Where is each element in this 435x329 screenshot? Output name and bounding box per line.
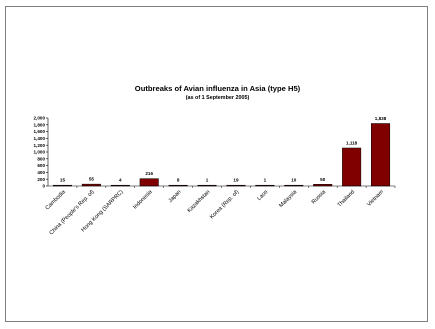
data-label: 1 xyxy=(264,178,267,183)
data-label: 15 xyxy=(60,178,66,183)
data-label: 4 xyxy=(119,178,122,183)
data-label: 19 xyxy=(233,178,239,183)
data-label: 216 xyxy=(145,171,153,176)
y-tick-label: 1,600 xyxy=(34,129,46,134)
bar-thailand xyxy=(342,147,362,187)
chart-subtitle: (as of 1 September 2005) xyxy=(185,95,250,101)
x-tick-label: Vietnam xyxy=(366,189,385,208)
data-label: 1,838 xyxy=(375,116,387,121)
data-label: 10 xyxy=(291,178,297,183)
y-tick-label: 800 xyxy=(37,156,45,161)
y-tick-label: 600 xyxy=(37,163,45,168)
chart-title: Outbreaks of Avian influenza in Asia (ty… xyxy=(134,84,301,93)
data-label: 8 xyxy=(177,178,180,183)
x-tick-label: Laos xyxy=(256,189,269,202)
y-tick-label: 2,000 xyxy=(34,116,46,121)
y-tick-label: 1,200 xyxy=(34,143,46,148)
data-label: 50 xyxy=(320,177,326,182)
y-tick-label: 1,400 xyxy=(34,136,46,141)
x-tick-label: Indonesia xyxy=(132,189,154,211)
data-label: 55 xyxy=(89,177,95,182)
y-tick-label: 0 xyxy=(42,184,45,189)
x-tick-label: Thailand xyxy=(337,189,356,208)
data-label: 1 xyxy=(206,178,209,183)
x-tick-label: Malaysia xyxy=(278,189,298,209)
y-tick-label: 1,000 xyxy=(34,150,46,155)
y-tick-label: 1,800 xyxy=(34,122,46,127)
x-tick-label: Korea (Rep. of) xyxy=(209,189,240,220)
y-tick-label: 400 xyxy=(37,170,45,175)
bar-vietnam xyxy=(371,123,391,187)
x-tick-label: Japan xyxy=(168,189,183,204)
y-tick-label: 200 xyxy=(37,177,45,182)
x-tick-label: Kazakhstan xyxy=(187,189,212,214)
x-tick-label: Cambodia xyxy=(45,189,68,212)
x-tick-label: Russia xyxy=(311,189,328,206)
bar-indonesia xyxy=(139,178,159,187)
data-label: 1,118 xyxy=(346,140,358,145)
